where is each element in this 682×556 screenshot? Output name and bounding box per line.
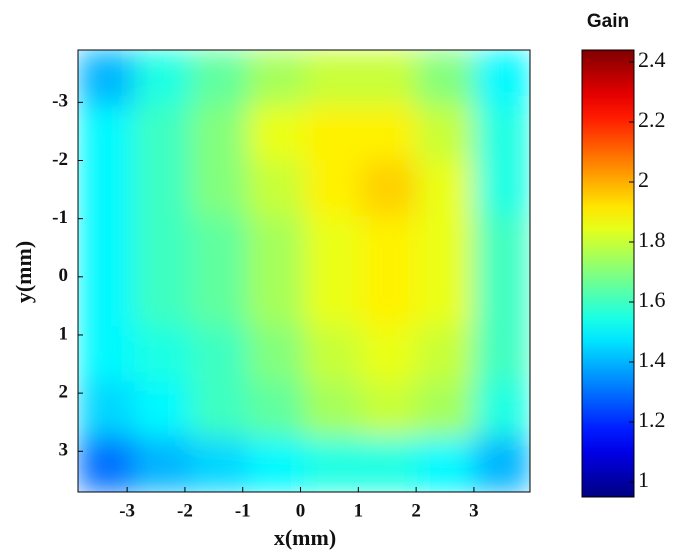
x-tick-label: -3 xyxy=(119,500,135,521)
heat-cell xyxy=(417,215,474,272)
y-tick-label: 1 xyxy=(59,323,69,344)
heat-cell xyxy=(247,50,305,106)
heat-cell xyxy=(473,271,530,327)
heat-cell xyxy=(417,326,474,382)
heat-cell xyxy=(304,50,361,106)
x-tick-label: -1 xyxy=(235,500,251,521)
colorbar-tick-label: 1 xyxy=(638,467,649,492)
heat-cell xyxy=(247,326,305,382)
heat-cell xyxy=(473,381,530,438)
heat-cell xyxy=(78,381,135,438)
x-axis-label: x(mm) xyxy=(274,525,336,550)
heat-cell xyxy=(134,381,192,438)
heat-cell xyxy=(134,326,192,382)
heat-cell xyxy=(417,271,474,327)
heat-cell xyxy=(134,50,192,106)
heat-cell xyxy=(304,105,361,161)
heat-cell xyxy=(78,326,135,382)
colorbar-tick-label: 1.2 xyxy=(638,407,666,432)
colorbar-tick-label: 1.6 xyxy=(638,287,666,312)
colorbar-fill xyxy=(582,50,634,497)
heat-cell xyxy=(78,215,135,272)
heat-cell xyxy=(304,436,361,492)
colorbar-title: Gain xyxy=(587,11,629,32)
heat-cell xyxy=(191,381,248,438)
colorbar-tick-label: 2 xyxy=(638,167,649,192)
heat-cell xyxy=(247,105,305,161)
plot-frame xyxy=(77,49,531,493)
heat-cell xyxy=(191,105,248,161)
heat-cell xyxy=(473,50,530,106)
heat-cell xyxy=(247,215,305,272)
x-tick-label: 0 xyxy=(296,500,306,521)
heat-cell xyxy=(304,215,361,272)
y-tick-label: -1 xyxy=(52,207,68,228)
heat-cell xyxy=(134,160,192,217)
heat-cell xyxy=(134,105,192,161)
heat-cell xyxy=(473,105,530,161)
heat-cell xyxy=(417,160,474,217)
heat-cell xyxy=(473,215,530,272)
heat-cell xyxy=(304,326,361,382)
heat-cell xyxy=(304,160,361,217)
heat-cell xyxy=(191,271,248,327)
heat-cell xyxy=(473,326,530,382)
colorbar-frame xyxy=(581,49,635,498)
heat-cell xyxy=(191,326,248,382)
heat-cell xyxy=(78,271,135,327)
heat-cell xyxy=(417,436,474,492)
colorbar-tick-label: 1.8 xyxy=(638,227,666,252)
heat-cell xyxy=(247,381,305,438)
heat-cell xyxy=(134,271,192,327)
heat-cell xyxy=(360,160,418,217)
heat-cell xyxy=(360,50,418,106)
y-tick-label: -2 xyxy=(52,149,68,170)
heatmap-cells xyxy=(78,50,530,492)
colorbar-tick-label: 1.4 xyxy=(638,347,666,372)
y-tick-label: 0 xyxy=(59,265,69,286)
heat-cell xyxy=(417,381,474,438)
heat-cell xyxy=(134,436,192,492)
x-tick-label: -2 xyxy=(177,500,193,521)
heat-cell xyxy=(360,326,418,382)
heat-cell xyxy=(191,160,248,217)
x-tick-label: 2 xyxy=(411,500,421,521)
heat-cell xyxy=(191,50,248,106)
heat-cell xyxy=(304,381,361,438)
y-tick-label: 2 xyxy=(59,381,69,402)
y-tick-label: -3 xyxy=(52,91,68,112)
heatmap xyxy=(78,50,530,492)
heat-cell xyxy=(360,271,418,327)
heat-cell xyxy=(473,160,530,217)
heat-cell xyxy=(78,50,135,106)
heat-cell xyxy=(134,215,192,272)
heat-cell xyxy=(191,436,248,492)
heat-cell xyxy=(417,50,474,106)
colorbar-tick-label: 2.4 xyxy=(638,47,666,72)
heat-cell xyxy=(360,215,418,272)
heat-cell xyxy=(360,381,418,438)
x-tick-label: 3 xyxy=(469,500,479,521)
y-tick-label: 3 xyxy=(59,440,69,461)
x-tick-label: 1 xyxy=(354,500,364,521)
heat-cell xyxy=(360,105,418,161)
heat-cell xyxy=(360,436,418,492)
heat-cell xyxy=(247,436,305,492)
heat-cell xyxy=(191,215,248,272)
colorbar-tick-label: 2.2 xyxy=(638,107,666,132)
heat-cell xyxy=(78,436,135,492)
heat-cell xyxy=(247,271,305,327)
heat-cell xyxy=(78,105,135,161)
heat-cell xyxy=(304,271,361,327)
heat-cell xyxy=(473,436,530,492)
y-axis-label: y(mm) xyxy=(11,241,36,303)
colorbar xyxy=(582,50,634,497)
heat-cell xyxy=(78,160,135,217)
heat-cell xyxy=(247,160,305,217)
heat-cell xyxy=(417,105,474,161)
